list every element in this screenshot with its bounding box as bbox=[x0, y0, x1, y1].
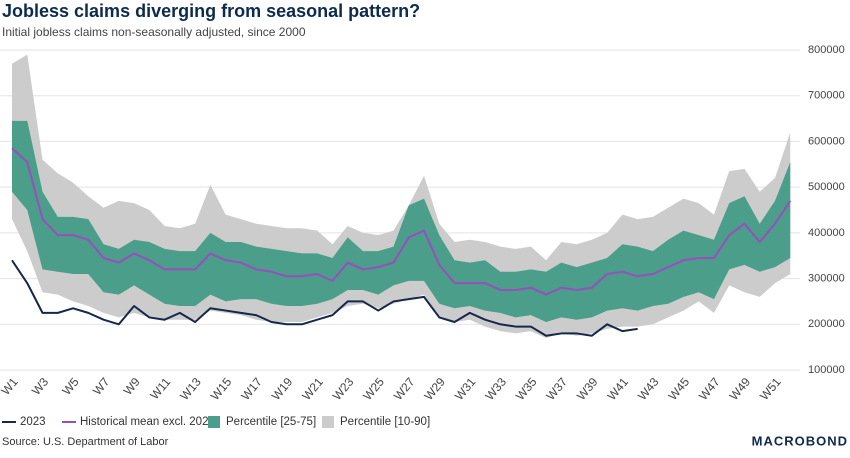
x-tick-label: W5 bbox=[59, 375, 82, 398]
x-tick-label: W1 bbox=[0, 375, 21, 398]
x-tick-label: W17 bbox=[238, 375, 265, 403]
x-tick-label: W25 bbox=[360, 375, 387, 403]
legend-label: Historical mean excl. 2020 bbox=[80, 416, 215, 428]
plot-area: 100000 200000 300000 400000 500000 600000 7000… bbox=[0, 44, 845, 403]
x-tick-label: W37 bbox=[543, 375, 570, 403]
x-tick-label: W41 bbox=[605, 375, 632, 403]
y-tick-label: 700000 bbox=[808, 90, 845, 102]
x-tick-label: W19 bbox=[269, 375, 296, 403]
x-tick-label: W47 bbox=[696, 375, 723, 403]
source: Source: U.S. Department of Labor bbox=[2, 436, 169, 448]
x-tick-label: W11 bbox=[147, 375, 173, 402]
x-tick-label: W23 bbox=[330, 375, 357, 403]
x-tick-label: W15 bbox=[208, 375, 235, 403]
y-tick-label: 800000 bbox=[808, 44, 845, 56]
x-tick-label: W3 bbox=[29, 375, 52, 398]
x-tick-label: W21 bbox=[299, 375, 326, 403]
series-line bbox=[11, 147, 792, 296]
legend: 2023 Historical mean excl. 2020 Percentile… bbox=[2, 416, 430, 428]
x-tick-label: W13 bbox=[177, 375, 204, 403]
x-tick-label: W51 bbox=[757, 375, 784, 403]
y-tick-label: 400000 bbox=[808, 227, 845, 239]
legend-label: Percentile [25-75] bbox=[226, 416, 316, 428]
percentile-band bbox=[12, 120, 791, 322]
x-tick-label: W35 bbox=[513, 375, 540, 403]
x-tick-label: W33 bbox=[482, 375, 509, 403]
chart-title: Jobless claims diverging from seasonal p… bbox=[2, 1, 420, 21]
y-tick-label: 300000 bbox=[808, 272, 845, 284]
x-tick-label: W43 bbox=[635, 375, 662, 403]
x-tick-label: W39 bbox=[574, 375, 601, 403]
x-tick-label: W9 bbox=[121, 375, 144, 398]
brand: MACROBOND bbox=[752, 433, 848, 448]
x-tick-label: W27 bbox=[391, 375, 418, 403]
legend-swatch bbox=[208, 416, 220, 428]
x-tick-label: W31 bbox=[452, 375, 479, 403]
legend-label: Percentile [10-90] bbox=[340, 416, 430, 428]
y-tick-label: 200000 bbox=[808, 318, 845, 330]
legend-label: 2023 bbox=[20, 416, 46, 428]
y-tick-label: 100000 bbox=[808, 364, 845, 376]
legend-swatch bbox=[322, 416, 334, 428]
y-tick-label: 500000 bbox=[808, 181, 845, 193]
x-tick-label: W29 bbox=[421, 375, 448, 403]
chart-subtitle: Initial jobless claims non-seasonally ad… bbox=[2, 25, 306, 39]
x-tick-label: W49 bbox=[727, 375, 754, 403]
x-tick-label: W45 bbox=[666, 375, 693, 403]
y-tick-label: 600000 bbox=[808, 135, 845, 147]
series-line bbox=[11, 259, 638, 337]
x-tick-label: W7 bbox=[90, 375, 113, 398]
